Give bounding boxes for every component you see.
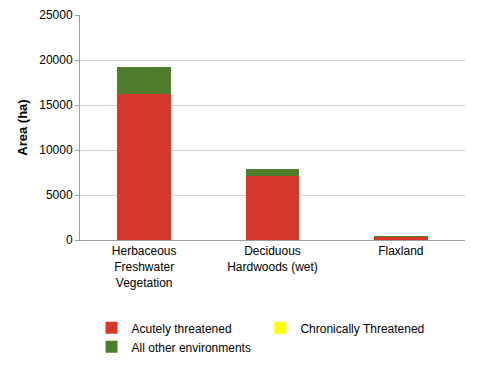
svg-text:Chronically Threatened: Chronically Threatened	[300, 322, 424, 336]
svg-text:Flaxland: Flaxland	[378, 244, 423, 258]
svg-text:25000: 25000	[39, 8, 73, 22]
svg-text:10000: 10000	[39, 143, 73, 157]
svg-text:DeciduousHardwoods (wet): DeciduousHardwoods (wet)	[227, 244, 318, 274]
svg-text:5000: 5000	[46, 188, 73, 202]
svg-text:20000: 20000	[39, 53, 73, 67]
svg-text:Area (ha): Area (ha)	[15, 99, 30, 155]
svg-text:15000: 15000	[39, 98, 73, 112]
svg-text:HerbaceousFreshwaterVegetation: HerbaceousFreshwaterVegetation	[112, 244, 177, 289]
svg-text:0: 0	[66, 233, 73, 247]
svg-text:Acutely threatened: Acutely threatened	[132, 322, 232, 336]
svg-text:All other environments: All other environments	[132, 341, 251, 355]
